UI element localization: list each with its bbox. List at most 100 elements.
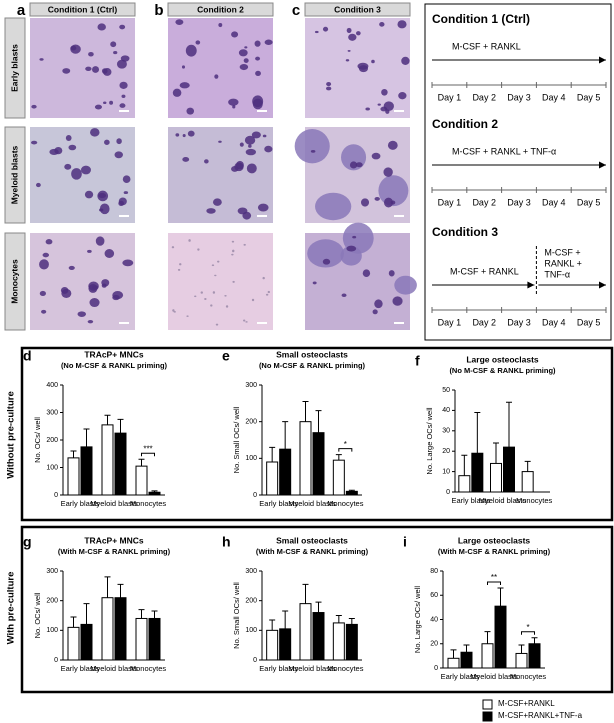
x-tick-label: Early blasts (61, 499, 100, 508)
y-tick-label: 200 (46, 598, 58, 605)
day-label: Day 3 (507, 197, 531, 207)
significance-label: * (526, 623, 529, 632)
error-bar (117, 418, 124, 434)
cell (179, 82, 190, 89)
cell (365, 107, 370, 111)
y-axis-label: No. Small OCs/ well (232, 582, 241, 649)
cell (388, 270, 395, 277)
cell (242, 211, 252, 220)
cell (54, 146, 63, 155)
y-tick-label: 20 (430, 641, 438, 648)
bar (447, 657, 460, 669)
error-bar (117, 583, 124, 598)
cell (70, 45, 77, 51)
error-bar (335, 454, 342, 461)
x-tick-label: Myeloid blasts (90, 499, 138, 508)
cell (177, 268, 181, 271)
cell (194, 295, 197, 298)
error-bar (269, 619, 276, 631)
arrow-head (599, 161, 606, 169)
cell (232, 280, 235, 283)
bar (515, 652, 528, 669)
cell (95, 236, 105, 246)
x-tick-label: Early blasts (451, 496, 490, 505)
cell (255, 56, 261, 61)
row-header: Early blasts (9, 44, 19, 92)
error-bar (348, 489, 355, 492)
cell (80, 165, 91, 175)
cell (401, 56, 410, 66)
chart-subtitle: (With M-CSF & RANKL priming) (438, 547, 551, 556)
cell (371, 152, 381, 160)
row-header-box (4, 17, 26, 119)
cell (246, 163, 257, 174)
cell (211, 264, 215, 267)
cell (92, 66, 100, 73)
error-bar (524, 460, 531, 472)
cell (371, 59, 375, 64)
x-tick-label: Early blasts (61, 664, 100, 673)
bar (114, 432, 127, 496)
cell (262, 276, 265, 280)
cell (113, 50, 118, 55)
error-bar (104, 414, 111, 425)
cell (397, 20, 407, 29)
cell (98, 193, 107, 199)
bar (67, 457, 80, 496)
cell (218, 140, 222, 143)
error-bar (269, 446, 276, 462)
cell (394, 275, 417, 295)
cell (31, 104, 37, 109)
cell (307, 239, 344, 268)
cell (39, 290, 46, 297)
y-tick-label: 40 (442, 407, 450, 414)
cell (90, 128, 100, 137)
legend-swatch (482, 699, 493, 710)
y-tick-label: 200 (245, 598, 257, 605)
cell (238, 49, 248, 57)
phase-label: M-CSF + (544, 247, 580, 257)
y-tick-label: 50 (442, 387, 450, 394)
cell (204, 159, 209, 164)
cell (377, 103, 381, 106)
cell (346, 245, 357, 252)
row-header: Myeloid blasts (9, 145, 19, 204)
cell (62, 68, 71, 74)
bar (80, 623, 93, 661)
cell (119, 103, 126, 108)
phase-label: TNF-α (544, 269, 570, 279)
column-header-box (29, 2, 136, 17)
timeline-box (424, 3, 612, 341)
bar (148, 491, 161, 496)
y-tick-label: 0 (253, 657, 257, 664)
bar (490, 462, 502, 493)
error-bar (531, 637, 538, 644)
y-tick-label: 30 (442, 428, 450, 435)
cell (103, 101, 107, 105)
cell (251, 298, 255, 302)
cell (87, 249, 92, 253)
micrograph (168, 127, 273, 223)
panel-letter: i (403, 534, 407, 550)
y-tick-label: 0 (54, 657, 58, 664)
cell (381, 88, 388, 96)
chart-title: Large osteoclasts (466, 354, 539, 364)
bar (458, 475, 471, 493)
day-label: Day 1 (438, 317, 462, 327)
x-tick-label: Myeloid blasts (479, 496, 527, 505)
panel-letter: d (23, 348, 32, 364)
cell (398, 92, 407, 100)
cell (212, 291, 216, 294)
cell (89, 298, 100, 308)
panel-letter: h (222, 534, 231, 550)
cell (181, 65, 185, 69)
y-tick-label: 200 (245, 419, 257, 426)
day-label: Day 4 (542, 92, 566, 102)
chart-subtitle: (With M-CSF & RANKL priming) (256, 547, 369, 556)
error-bar (461, 454, 468, 476)
cell (262, 134, 267, 138)
cell (345, 59, 350, 62)
y-tick-label: 60 (430, 592, 438, 599)
cell (185, 44, 197, 57)
chart-subtitle: (No M-CSF & RANKL priming) (61, 361, 168, 370)
